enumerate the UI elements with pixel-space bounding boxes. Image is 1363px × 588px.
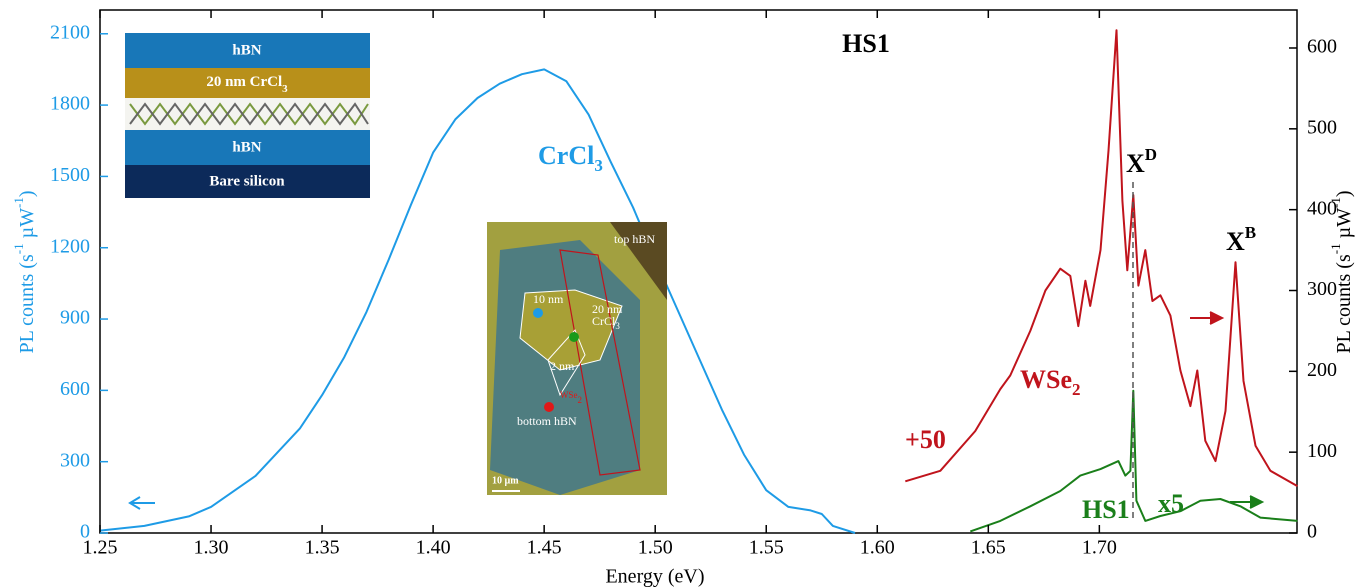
layer-label: 20 nm CrCl3 — [206, 74, 288, 94]
label-part: B — [1245, 223, 1256, 242]
outline — [547, 329, 586, 397]
line-series — [99, 68, 856, 534]
y-tick-label: 1800 — [50, 93, 90, 115]
label-part: X — [1226, 227, 1245, 256]
x-tick-label: 1.30 — [194, 537, 229, 559]
x-tick-label: 1.55 — [749, 537, 784, 559]
image-label: 20 nm — [592, 302, 623, 316]
label-part: ) — [16, 190, 38, 197]
x-tick-label: 1.45 — [527, 537, 562, 559]
layer — [125, 98, 370, 130]
label-part: -1 — [1328, 243, 1343, 254]
label-part: WSe — [560, 390, 578, 400]
x-tick-label: 1.40 — [416, 537, 451, 559]
chart-title: HS1 — [842, 29, 890, 58]
annotation: +50 — [905, 425, 946, 454]
label-part: PL counts (s — [16, 254, 38, 353]
y-tick-label: 2100 — [50, 21, 90, 43]
label-part: 3 — [594, 156, 603, 175]
y2-tick-label: 500 — [1307, 116, 1337, 138]
y-tick-label: 600 — [60, 378, 90, 400]
flake — [519, 289, 623, 371]
annotation: WSe2 — [1020, 365, 1081, 399]
y2-tick-label: 0 — [1307, 521, 1317, 543]
layer — [125, 165, 370, 198]
annotation: x5 — [1158, 489, 1184, 518]
line-series — [969, 389, 1298, 533]
image-label: CrCl3 — [592, 314, 620, 331]
x-tick-label: 1.70 — [1082, 537, 1117, 559]
y-tick-label: 300 — [60, 449, 90, 471]
outline — [559, 249, 641, 476]
label-part: PL counts (s — [1333, 254, 1355, 353]
lattice — [129, 102, 369, 126]
label-part: 2 — [1072, 380, 1081, 399]
x-tick-label: 1.50 — [638, 537, 673, 559]
label-part: -1 — [11, 197, 26, 208]
marks — [99, 29, 1298, 534]
annotation: XD — [1126, 145, 1157, 178]
x-tick-label: 1.65 — [971, 537, 1006, 559]
y-tick-label: 1500 — [50, 164, 90, 186]
y2-axis-label: PL counts (s-1 µW-1) — [1328, 190, 1354, 353]
x-tick-label: 1.60 — [860, 537, 895, 559]
layer-label: Bare silicon — [209, 173, 285, 189]
image-label: bottom hBN — [517, 414, 577, 428]
image-label: 10 nm — [533, 292, 564, 306]
x-tick-label: 1.35 — [305, 537, 340, 559]
spot — [569, 332, 579, 342]
y2-tick-label: 200 — [1307, 359, 1337, 381]
layer-label: hBN — [232, 42, 261, 58]
spot — [533, 308, 543, 318]
image-label: top hBN — [614, 232, 655, 246]
label-part: CrCl — [592, 314, 616, 328]
layer — [125, 130, 370, 165]
label-part: X — [1126, 149, 1145, 178]
stack-inset: hBN 20 nm CrCl3 hBN Bare silicon — [125, 33, 370, 198]
label-part: ) — [1333, 190, 1355, 197]
image-label: 2 nm — [550, 359, 575, 373]
y-tick-label: 900 — [60, 307, 90, 329]
annotation: HS1 — [1082, 495, 1130, 524]
annotation: CrCl3 — [538, 141, 603, 175]
spot — [544, 402, 554, 412]
layer — [125, 68, 370, 98]
annotation: XB — [1226, 223, 1256, 256]
axis-arrow — [128, 496, 155, 510]
y2-tick-label: 100 — [1307, 440, 1337, 462]
image-label: 10 µm — [492, 475, 519, 486]
axis-arrow — [1190, 311, 1225, 325]
layer-label: hBN — [232, 139, 261, 155]
y2-tick-label: 400 — [1307, 197, 1337, 219]
label-part: D — [1145, 145, 1157, 164]
label-part: µW — [16, 208, 38, 244]
x-axis-label: Energy (eV) — [605, 566, 704, 588]
y2-tick-label: 300 — [1307, 278, 1337, 300]
label-part: CrCl — [538, 141, 594, 170]
label-part: 2 — [578, 395, 583, 405]
y-axis-label: PL counts (s-1 µW-1) — [11, 190, 37, 353]
image-label: WSe2 — [560, 390, 582, 405]
label-part: WSe — [1020, 365, 1072, 394]
line-series — [905, 29, 1298, 487]
label-part: µW — [1333, 208, 1355, 244]
axis-arrow — [1230, 495, 1265, 509]
label-part: 3 — [615, 321, 620, 331]
y2-tick-label: 600 — [1307, 36, 1337, 58]
microscope-inset: top hBN 10 nm 20 nm CrCl3 2 nm WSe2 bott… — [487, 222, 667, 495]
lattice — [129, 102, 369, 126]
label-part: 3 — [282, 83, 288, 95]
label-part: 20 nm CrCl — [206, 74, 282, 90]
x-tick-label: 1.25 — [83, 537, 118, 559]
layer — [125, 33, 370, 68]
y-tick-label: 0 — [80, 521, 90, 543]
plot-frame — [99, 9, 1298, 534]
y-tick-label: 1200 — [50, 235, 90, 257]
label-part: -1 — [1328, 197, 1343, 208]
label-part: -1 — [11, 243, 26, 254]
